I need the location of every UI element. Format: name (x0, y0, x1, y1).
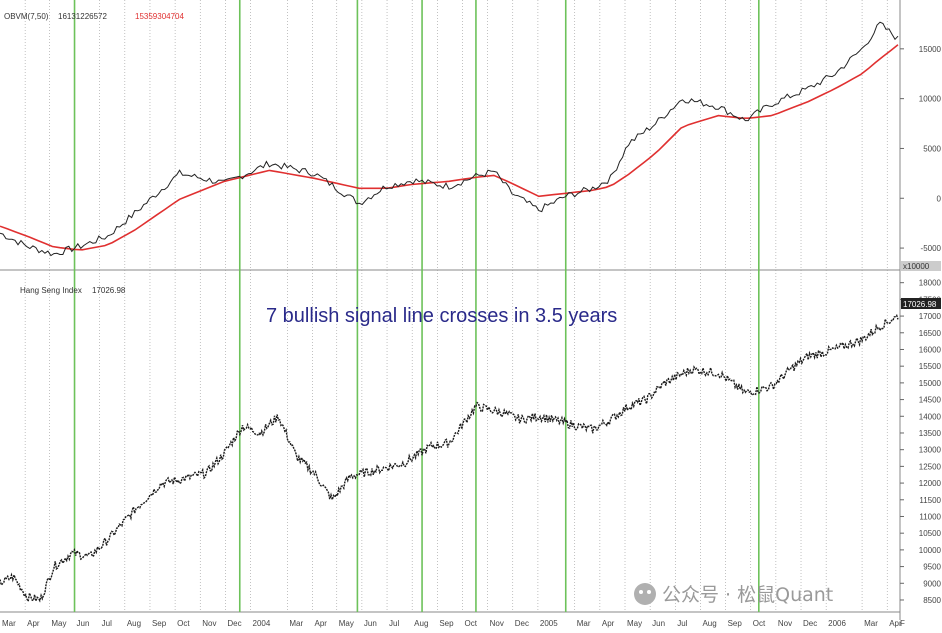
last-price-tag-text: 17026.98 (903, 300, 937, 309)
y-tick-label: 10000 (919, 546, 942, 555)
y-tick-label: 5000 (923, 144, 941, 153)
y-tick-label: 13000 (919, 446, 942, 455)
chart-annotation: 7 bullish signal line crosses in 3.5 yea… (266, 305, 617, 327)
x-tick-label: Oct (753, 619, 766, 628)
y-tick-label: 9000 (923, 579, 941, 588)
watermark-text: 公众号 · 松鼠Quant (662, 584, 833, 606)
x-tick-label: Jun (77, 619, 90, 628)
hang-seng-series-line (0, 314, 899, 604)
x-tick-label: Apr (27, 619, 40, 628)
x-axis-labels: Mar Apr May Jun Jul Aug Sep Oct Nov Dec 2004 Mar Apr… (2, 619, 905, 628)
x-tick-label: Nov (202, 619, 216, 628)
y-tick-label: 15000 (919, 379, 942, 388)
y-tick-label: 16000 (919, 345, 942, 354)
x-tick-label: Dec (803, 619, 817, 628)
x-tick-label: Sep (152, 619, 167, 628)
x-tick-label: Mar (289, 619, 303, 628)
top-scale-tag-text: x10000 (903, 262, 930, 271)
x-tick-label: Mar (864, 619, 878, 628)
x-tick-label: Nov (778, 619, 792, 628)
x-tick-label: Aug (414, 619, 428, 628)
month-gridlines (24, 0, 888, 612)
y-tick-label: 10000 (919, 95, 942, 104)
x-tick-label: Jul (677, 619, 687, 628)
x-tick-label: Sep (728, 619, 743, 628)
hang-seng-legend-value: 17026.98 (92, 286, 126, 295)
signal-cross-lines (73, 0, 760, 612)
y-tick-label: 11000 (919, 512, 941, 521)
x-tick-label: Apr (315, 619, 328, 628)
y-tick-label: 12500 (919, 462, 942, 471)
x-tick-label: Nov (490, 619, 504, 628)
x-tick-label: Dec (227, 619, 241, 628)
x-tick-label: 2005 (540, 619, 558, 628)
x-tick-label: May (51, 619, 66, 628)
y-tick-label: 14000 (919, 412, 942, 421)
x-tick-label: Mar (2, 619, 16, 628)
x-tick-label: Jun (364, 619, 377, 628)
x-tick-label: F (900, 619, 905, 628)
y-tick-label: 12000 (919, 479, 942, 488)
x-tick-label: Mar (577, 619, 591, 628)
wechat-icon (634, 583, 656, 605)
x-tick-label: May (339, 619, 354, 628)
y-tick-label: 18000 (919, 279, 942, 288)
x-tick-label: 2004 (253, 619, 271, 628)
x-tick-label: Apr (889, 619, 902, 628)
y-tick-label: 0 (937, 194, 942, 203)
x-tick-label: Jun (652, 619, 665, 628)
x-tick-label: Oct (177, 619, 190, 628)
y-tick-label: 17000 (919, 312, 942, 321)
signal-legend-value: 15359304704 (135, 12, 184, 21)
x-tick-label: Jul (389, 619, 399, 628)
y-tick-label: 13500 (919, 429, 942, 438)
top-y-axis: 15000 10000 5000 0 -5000 (900, 45, 942, 253)
y-tick-label: 10500 (919, 529, 942, 538)
y-tick-label: 16500 (919, 329, 942, 338)
y-tick-label: -5000 (921, 244, 942, 253)
watermark: 公众号 · 松鼠Quant (634, 583, 833, 606)
last-price-tag (901, 298, 941, 309)
obv-legend-label: OBVM(7,50) (4, 12, 49, 21)
x-tick-label: Oct (464, 619, 477, 628)
y-tick-label: 15500 (919, 362, 942, 371)
hang-seng-legend-label: Hang Seng Index (20, 286, 82, 295)
y-tick-label: 15000 (919, 45, 942, 54)
y-tick-label: 9500 (923, 563, 941, 572)
obv-legend-value: 16131226572 (58, 12, 107, 21)
wechat-icon-eye-right (647, 590, 651, 594)
x-tick-label: 2006 (828, 619, 846, 628)
x-tick-label: Sep (439, 619, 454, 628)
x-tick-label: May (627, 619, 642, 628)
x-tick-label: Apr (602, 619, 615, 628)
x-tick-label: Dec (515, 619, 529, 628)
x-tick-label: Jul (102, 619, 112, 628)
top-scale-tag (901, 261, 941, 271)
y-tick-label: 14500 (919, 396, 942, 405)
signal-series-line (0, 44, 899, 251)
bottom-y-axis: 1800017500170001650016000155001500014500… (900, 279, 942, 605)
x-tick-label: Aug (127, 619, 141, 628)
obv-series-line (0, 21, 899, 257)
y-tick-label: 8500 (923, 596, 941, 605)
x-tick-label: Aug (702, 619, 716, 628)
y-tick-label: 11500 (919, 496, 941, 505)
wechat-icon-eye-left (639, 590, 643, 594)
